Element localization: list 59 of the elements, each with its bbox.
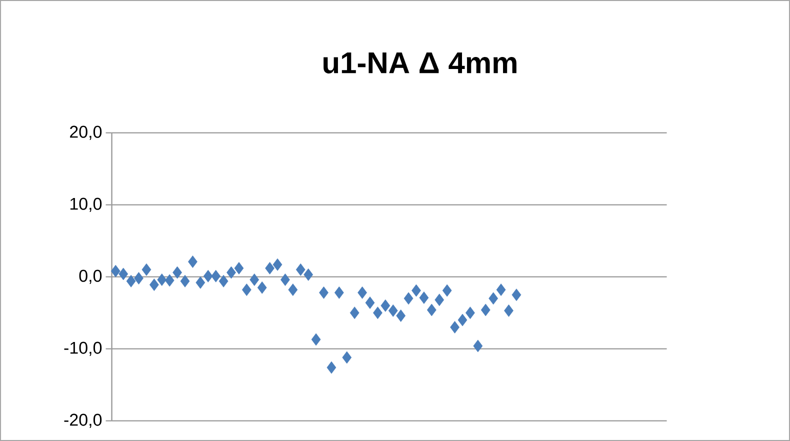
point [218,274,228,288]
point [250,274,260,286]
point [226,266,236,279]
point [196,276,206,289]
point [442,284,452,297]
point [434,294,444,306]
point [311,333,321,346]
point [350,306,360,320]
point [450,321,460,334]
point [466,306,475,320]
point [180,274,190,288]
point [110,264,120,278]
point [257,281,267,294]
point [142,263,152,276]
point [157,274,167,286]
point [172,266,182,279]
point [358,286,367,299]
point [211,270,221,282]
y-tick-label: -10,0 [64,342,102,356]
point [118,268,128,280]
point [334,286,344,299]
point [296,263,306,276]
point [380,299,390,312]
point [304,268,314,281]
point [126,274,136,288]
point [149,278,159,291]
y-tick-label: 0,0 [79,270,102,284]
point [404,292,414,305]
chart-title: u1-NA Δ 4mm [324,52,516,74]
point [488,292,498,305]
point [319,286,328,299]
point [365,296,375,309]
point [496,284,506,296]
point [396,310,406,322]
point [203,270,213,282]
y-tick-label: 20,0 [70,126,102,140]
point [265,262,274,274]
point [373,306,382,320]
point [342,351,352,364]
point [473,340,483,352]
point [272,258,282,271]
point [426,304,436,316]
point [512,288,522,302]
y-tick-label: -20,0 [64,414,102,428]
point [412,284,421,297]
point [480,304,490,316]
point [242,284,252,296]
point [134,272,144,284]
point [388,304,398,317]
y-tick-label: 10,0 [70,198,102,212]
point [288,284,298,296]
point [280,274,290,286]
point [234,262,244,274]
point [164,274,174,287]
point [504,304,514,317]
point [188,256,198,268]
point [326,361,336,374]
point [419,292,429,304]
point [458,314,468,326]
